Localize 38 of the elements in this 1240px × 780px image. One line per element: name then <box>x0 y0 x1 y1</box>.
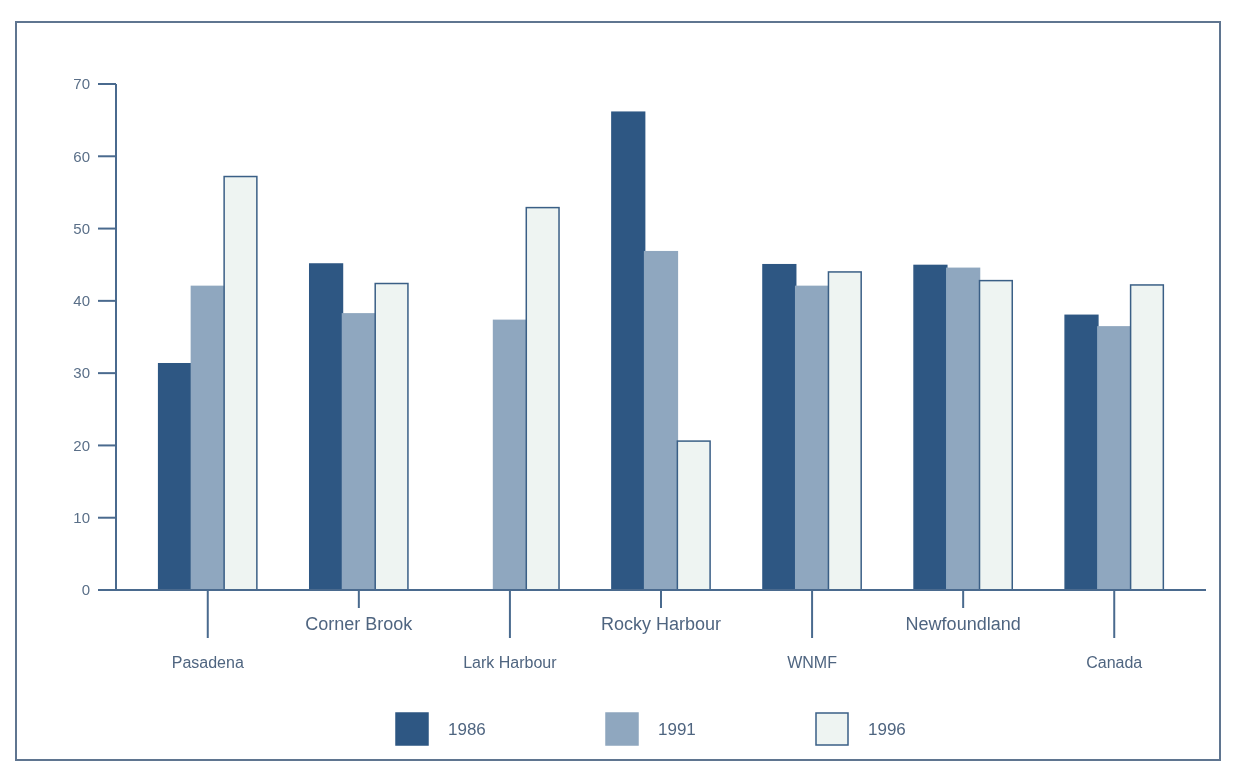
bar <box>1129 284 1165 591</box>
bar <box>157 363 193 591</box>
legend-label: 1991 <box>658 719 696 739</box>
bar <box>762 263 797 591</box>
bar <box>308 263 344 591</box>
x-tick-label: Newfoundland <box>905 614 1021 634</box>
bar <box>794 285 830 591</box>
bar <box>913 264 948 591</box>
y-tick-label: 30 <box>73 364 90 382</box>
x-tick-label: Lark Harbour <box>463 654 558 671</box>
bar <box>1097 326 1132 591</box>
bar <box>223 175 258 591</box>
y-tick-label: 40 <box>73 292 90 310</box>
bar <box>946 267 981 591</box>
bar <box>611 111 646 591</box>
bar <box>525 206 560 591</box>
y-tick-label: 0 <box>81 581 90 599</box>
x-tick-label: Pasadena <box>171 654 244 671</box>
y-tick-label: 20 <box>73 436 90 454</box>
bar <box>1064 314 1099 591</box>
bar <box>492 319 528 591</box>
legend-label: 1986 <box>448 719 486 739</box>
bar <box>676 440 711 591</box>
x-tick-label: Corner Brook <box>305 614 414 634</box>
x-tick-label: WNMF <box>787 654 838 671</box>
bar <box>643 250 679 591</box>
y-tick-label: 60 <box>73 147 90 165</box>
bar <box>190 285 225 591</box>
y-tick-label: 70 <box>73 75 90 93</box>
bar <box>341 313 376 591</box>
bar <box>374 282 409 591</box>
bar <box>978 279 1014 591</box>
legend-label: 1996 <box>868 719 906 739</box>
y-tick-label: 50 <box>73 219 90 237</box>
x-tick-label: Rocky Harbour <box>600 614 722 634</box>
bar <box>827 271 862 591</box>
y-tick-label: 10 <box>73 508 90 526</box>
x-tick-label: Canada <box>1086 654 1143 671</box>
